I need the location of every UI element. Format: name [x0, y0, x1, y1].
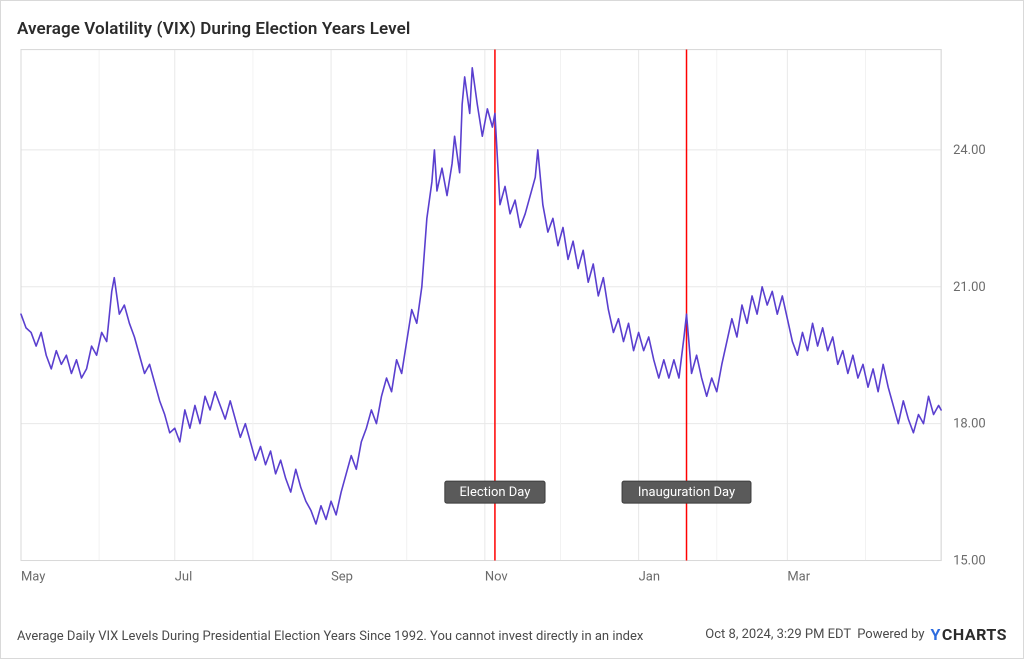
chart-footer: Average Daily VIX Levels During Presiden… [17, 625, 1007, 644]
y-tick-label: 21.00 [953, 280, 986, 295]
timestamp: Oct 8, 2024, 3:29 PM EDT [705, 627, 851, 642]
x-tick-label: Mar [787, 569, 810, 584]
annotation-label: Inauguration Day [638, 485, 735, 500]
footer-note: Average Daily VIX Levels During Presiden… [17, 629, 643, 644]
chart-title: Average Volatility (VIX) During Election… [17, 19, 410, 39]
ycharts-logo: YCHARTS [931, 625, 1008, 644]
y-tick-label: 24.00 [953, 143, 986, 158]
y-tick-label: 18.00 [953, 417, 986, 432]
y-tick-label: 15.00 [953, 554, 986, 569]
ycharts-logo-y: Y [931, 625, 941, 644]
powered-by-label: Powered by [857, 627, 924, 642]
x-tick-label: Jul [175, 569, 192, 584]
annotation-label: Election Day [459, 485, 530, 500]
chart-card: Average Volatility (VIX) During Election… [0, 0, 1024, 659]
line-chart: Election Day Inauguration Day 15.00 18.00 21… [17, 45, 1007, 605]
ycharts-logo-text: CHARTS [942, 625, 1007, 644]
x-tick-label: Nov [485, 569, 509, 584]
footer-right: Oct 8, 2024, 3:29 PM EDT Powered by YCHA… [705, 625, 1007, 644]
chart-plot-area: Election Day Inauguration Day 15.00 18.00 21… [17, 45, 1007, 605]
x-tick-label: Sep [331, 569, 353, 584]
x-tick-label: Jan [639, 569, 660, 584]
x-tick-label: May [21, 569, 45, 584]
